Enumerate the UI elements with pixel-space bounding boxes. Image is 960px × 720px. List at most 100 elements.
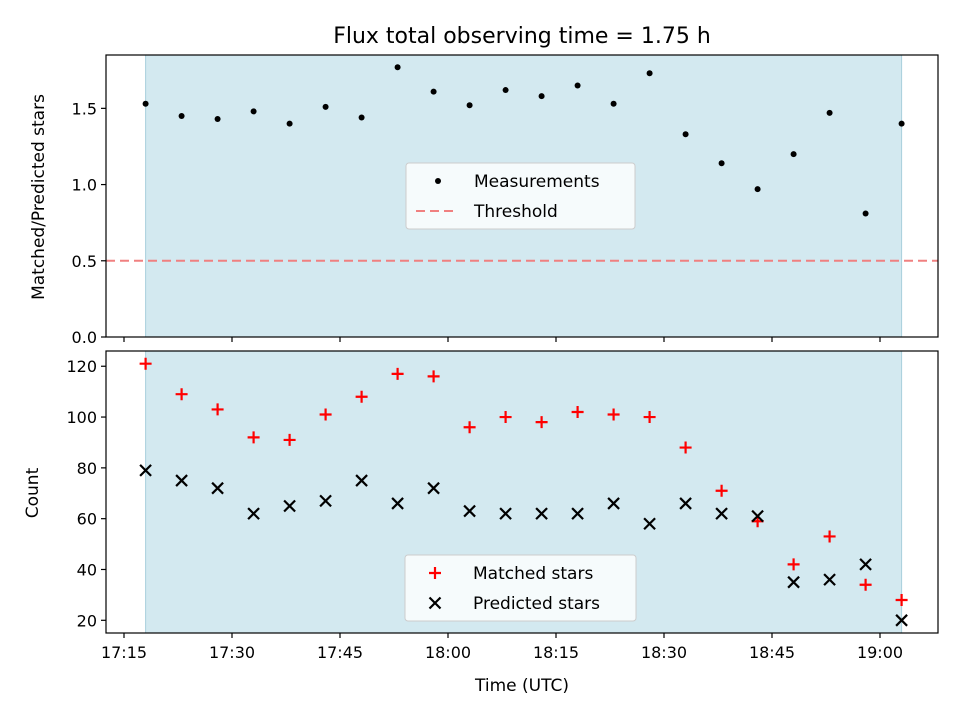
matched-star-point [895,593,908,606]
predicted-star-point [319,494,332,508]
predicted-star-point [607,497,620,510]
matched-star-point [211,403,224,416]
y-tick-label: 1.5 [72,99,97,118]
matched-star-point [247,431,260,444]
measurement-point [358,114,365,121]
bottom-y-axis-label: Count [23,467,43,518]
measurement-point [142,100,149,107]
predicted-star-point [787,575,800,589]
legend-predicted-marker [428,596,442,610]
y-tick-label: 20 [77,611,97,630]
predicted-star-point [535,507,548,520]
x-tick-label: 19:00 [857,643,903,662]
x-tick-label: 18:30 [641,643,687,662]
matched-star-point [427,370,440,383]
predicted-star-point [859,558,872,571]
measurement-point [538,93,545,100]
axes-frame [105,350,939,634]
legend-threshold-label: Threshold [473,202,558,222]
predicted-star-point [715,507,728,520]
measurement-point [682,131,689,138]
measurement-point [898,120,905,127]
predicted-star-point [751,509,764,523]
legend-matched-label: Matched stars [473,564,593,584]
matched-star-point [319,408,332,421]
predicted-star-point [139,464,152,477]
y-tick-label: 120 [66,357,97,376]
y-tick-label: 100 [66,408,97,427]
predicted-star-point [571,507,584,520]
predicted-star-point [823,573,836,586]
measurement-point [250,108,257,115]
measurement-point [718,160,725,167]
matched-star-point [859,578,872,591]
predicted-star-point [679,497,692,510]
matched-star-point [499,411,512,424]
top-panel-plot: 0.0 0.5 1.0 1.5 Measurements Threshold [72,54,939,347]
matched-star-point [679,441,692,454]
matched-star-point [787,558,800,571]
matched-star-point [175,388,188,401]
legend: Matched stars Predicted stars [404,554,637,622]
axes-frame [105,54,939,338]
legend-matched-marker [429,567,441,579]
x-tick-label: 17:30 [209,643,255,662]
legend: Measurements Threshold [405,162,636,230]
matched-star-point [643,411,656,424]
predicted-star-point [247,507,260,520]
y-tick-label: 1.0 [72,176,97,195]
measurement-point [754,186,761,193]
matched-star-point [139,357,152,370]
predicted-star-point [211,481,224,495]
predicted-star-point [175,474,188,487]
x-tick-label: 17:15 [101,643,147,662]
measurement-point [286,120,293,127]
measurement-point [178,112,185,119]
measurement-point [322,103,329,110]
matched-star-point [283,433,296,446]
measurement-point [430,88,437,95]
matched-star-point [463,421,476,434]
y-tick-label: 60 [77,510,97,529]
matched-star-point [355,390,368,403]
y-tick-label: 40 [77,560,97,579]
measurement-point [646,70,653,77]
legend-predicted-label: Predicted stars [473,594,600,614]
x-tick-label: 18:45 [749,643,795,662]
matched-star-point [715,484,728,497]
predicted-star-point [283,499,296,513]
legend-box [405,162,636,230]
predicted-star-point [355,474,368,487]
matched-star-point [607,408,620,421]
y-tick-label: 0.5 [72,252,97,271]
measurement-point [394,64,401,71]
predicted-star-point [499,507,512,520]
y-tick-label: 80 [77,459,97,478]
legend-box [404,554,637,622]
x-tick-label: 18:00 [425,643,471,662]
measurement-point [502,87,509,94]
predicted-star-point [895,614,908,627]
x-tick-label: 18:15 [533,643,579,662]
measurement-point [574,82,581,89]
measurement-point [466,102,473,109]
matched-star-point [823,530,836,543]
predicted-star-point [643,517,656,531]
predicted-star-point [391,497,404,510]
y-tick-label: 0.0 [72,328,97,347]
predicted-star-point [463,504,476,518]
measurement-point [214,116,221,123]
figure-title: Flux total observing time = 1.75 h [333,24,711,49]
matched-star-point [571,405,584,418]
legend-measurements-label: Measurements [474,172,600,192]
matched-star-point [535,416,548,429]
measurement-point [862,210,869,217]
measurement-point [790,151,797,158]
matched-star-point [391,367,404,380]
top-y-axis-label: Matched/Predicted stars [29,94,49,300]
x-axis-label: Time (UTC) [474,676,569,696]
measurement-point [826,109,833,116]
measurement-point [610,100,617,107]
x-tick-label: 17:45 [317,643,363,662]
